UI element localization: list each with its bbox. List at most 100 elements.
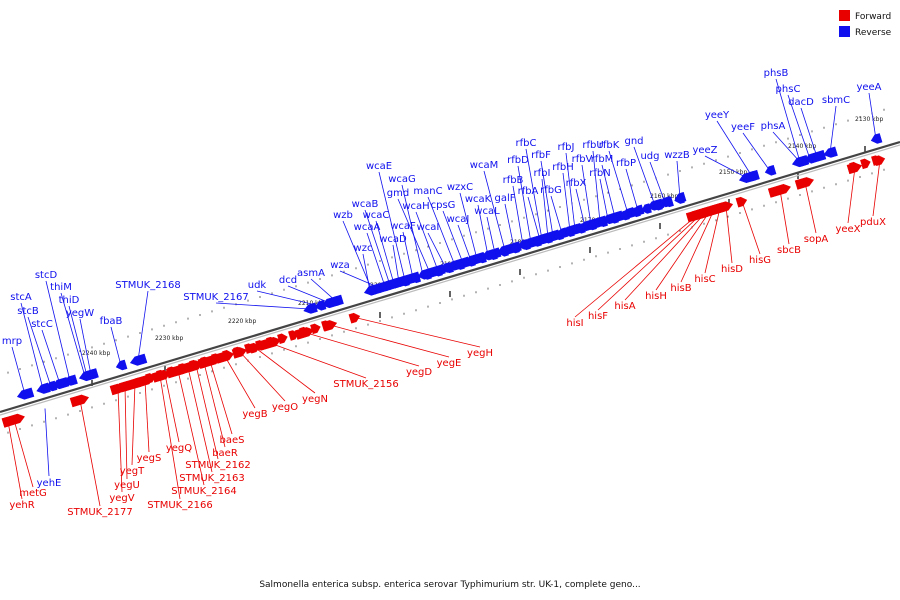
forward-gene-label[interactable]: hisD xyxy=(721,264,743,275)
reverse-gene-arrow[interactable] xyxy=(640,203,652,215)
reverse-gene-label[interactable]: rfbA xyxy=(518,186,539,197)
forward-gene-arrow[interactable] xyxy=(211,352,222,364)
reverse-gene-label[interactable]: STMUK_2168 xyxy=(115,280,180,291)
reverse-gene-label[interactable]: dcd xyxy=(279,275,297,286)
forward-gene-arrow[interactable] xyxy=(69,393,90,408)
reverse-gene-label[interactable]: thiD xyxy=(59,295,80,306)
forward-gene-label[interactable]: pduX xyxy=(860,217,886,228)
reverse-gene-label[interactable]: wcaK xyxy=(465,194,492,205)
forward-gene-label[interactable]: metG xyxy=(19,488,47,499)
forward-gene-label[interactable]: yegQ xyxy=(166,443,192,454)
reverse-gene-label[interactable]: rfbK xyxy=(599,140,620,151)
forward-gene-label[interactable]: STMUK_2177 xyxy=(67,507,132,518)
forward-gene-label[interactable]: STMUK_2156 xyxy=(333,379,398,390)
forward-gene-arrow[interactable] xyxy=(233,346,244,358)
reverse-gene-arrow[interactable] xyxy=(596,216,608,228)
reverse-gene-label[interactable]: yeeF xyxy=(731,122,755,133)
forward-gene-label[interactable]: hisF xyxy=(588,311,608,322)
forward-gene-arrow[interactable] xyxy=(167,365,178,378)
reverse-gene-label[interactable]: stcB xyxy=(17,306,39,317)
forward-gene-label[interactable]: yegU xyxy=(114,480,140,491)
reverse-gene-label[interactable]: stcD xyxy=(35,270,58,281)
reverse-gene-label[interactable]: yeeY xyxy=(705,110,730,121)
reverse-gene-arrow[interactable] xyxy=(563,226,575,238)
reverse-gene-arrow[interactable] xyxy=(129,353,148,367)
forward-gene-label[interactable]: yehR xyxy=(9,500,34,511)
forward-gene-arrow[interactable] xyxy=(109,382,126,396)
reverse-gene-label[interactable]: gnd xyxy=(624,136,643,147)
reverse-gene-label[interactable]: stcA xyxy=(10,292,32,303)
reverse-gene-label[interactable]: wcaF xyxy=(390,221,416,232)
reverse-gene-label[interactable]: wzc xyxy=(354,243,373,254)
forward-gene-label[interactable]: hisC xyxy=(694,274,715,285)
forward-gene-arrow[interactable] xyxy=(189,359,200,371)
reverse-gene-label[interactable]: wcaD xyxy=(379,234,407,245)
reverse-gene-label[interactable]: rfbN xyxy=(589,168,610,179)
reverse-gene-label[interactable]: rfbB xyxy=(503,175,524,186)
reverse-gene-label[interactable]: wzb xyxy=(333,210,353,221)
reverse-gene-label[interactable]: phsB xyxy=(764,68,789,79)
reverse-gene-label[interactable]: STMUK_2167 xyxy=(183,292,248,303)
reverse-gene-label[interactable]: rfbH xyxy=(552,162,574,173)
reverse-gene-arrow[interactable] xyxy=(420,269,432,281)
forward-gene-arrow[interactable] xyxy=(1,416,14,428)
forward-gene-arrow[interactable] xyxy=(145,372,156,384)
reverse-gene-arrow[interactable] xyxy=(519,239,531,251)
reverse-gene-label[interactable]: yegW xyxy=(66,308,94,319)
reverse-gene-arrow[interactable] xyxy=(453,259,465,271)
forward-gene-arrow[interactable] xyxy=(288,329,299,341)
reverse-gene-arrow[interactable] xyxy=(486,249,498,261)
reverse-gene-label[interactable]: rfbP xyxy=(616,158,636,169)
reverse-gene-arrow[interactable] xyxy=(870,133,883,144)
forward-gene-arrow[interactable] xyxy=(794,176,815,190)
reverse-gene-arrow[interactable] xyxy=(398,275,410,287)
forward-gene-label[interactable]: yegD xyxy=(406,367,432,378)
reverse-gene-label[interactable]: rfbV xyxy=(572,154,593,165)
reverse-gene-arrow[interactable] xyxy=(409,272,421,284)
reverse-gene-arrow[interactable] xyxy=(431,265,443,277)
forward-gene-label[interactable]: baeR xyxy=(212,448,238,459)
reverse-gene-label[interactable]: udg xyxy=(640,151,659,162)
reverse-gene-arrow[interactable] xyxy=(541,232,553,244)
reverse-gene-label[interactable]: manC xyxy=(413,186,442,197)
forward-gene-label[interactable]: hisB xyxy=(670,283,691,294)
forward-gene-label[interactable]: STMUK_2164 xyxy=(171,486,236,497)
forward-gene-arrow[interactable] xyxy=(244,342,255,354)
reverse-gene-arrow[interactable] xyxy=(475,252,487,264)
reverse-gene-label[interactable]: gmd xyxy=(387,188,409,199)
reverse-gene-arrow[interactable] xyxy=(552,229,564,241)
forward-gene-label[interactable]: yegB xyxy=(242,409,267,420)
reverse-gene-label[interactable]: wza xyxy=(330,260,350,271)
reverse-gene-arrow[interactable] xyxy=(822,146,838,159)
reverse-gene-label[interactable]: yeeZ xyxy=(692,145,717,156)
reverse-gene-label[interactable]: rfbU xyxy=(582,140,603,151)
reverse-gene-arrow[interactable] xyxy=(321,296,340,309)
forward-gene-label[interactable]: yegO xyxy=(272,402,298,413)
forward-gene-label[interactable]: sopA xyxy=(804,234,829,245)
reverse-gene-label[interactable]: wcaJ xyxy=(447,214,470,225)
reverse-gene-label[interactable]: wcaC xyxy=(363,210,390,221)
reverse-gene-arrow[interactable] xyxy=(364,284,377,296)
reverse-gene-label[interactable]: wcaG xyxy=(388,174,416,185)
reverse-gene-label[interactable]: rfbC xyxy=(516,138,537,149)
reverse-gene-label[interactable]: rfbI xyxy=(534,168,551,179)
forward-gene-arrow[interactable] xyxy=(200,356,211,368)
reverse-gene-label[interactable]: wcaL xyxy=(474,206,500,217)
reverse-gene-label[interactable]: mrp xyxy=(2,336,22,347)
reverse-gene-label[interactable]: rfbG xyxy=(540,185,562,196)
forward-gene-arrow[interactable] xyxy=(299,326,310,338)
reverse-gene-label[interactable]: wcaH xyxy=(402,201,429,212)
forward-gene-label[interactable]: STMUK_2166 xyxy=(147,500,212,511)
reverse-gene-arrow[interactable] xyxy=(651,199,663,211)
reverse-gene-arrow[interactable] xyxy=(314,299,327,311)
reverse-gene-label[interactable]: phsA xyxy=(761,121,786,132)
forward-gene-label[interactable]: sbcB xyxy=(777,245,801,256)
forward-gene-label[interactable]: yegT xyxy=(120,466,145,477)
reverse-gene-arrow[interactable] xyxy=(530,236,542,248)
reverse-gene-arrow[interactable] xyxy=(629,206,641,218)
reverse-gene-arrow[interactable] xyxy=(662,196,674,208)
forward-gene-label[interactable]: hisG xyxy=(749,255,771,266)
forward-gene-label[interactable]: yegH xyxy=(467,348,493,359)
reverse-gene-label[interactable]: asmA xyxy=(297,268,325,279)
reverse-gene-arrow[interactable] xyxy=(738,170,757,184)
